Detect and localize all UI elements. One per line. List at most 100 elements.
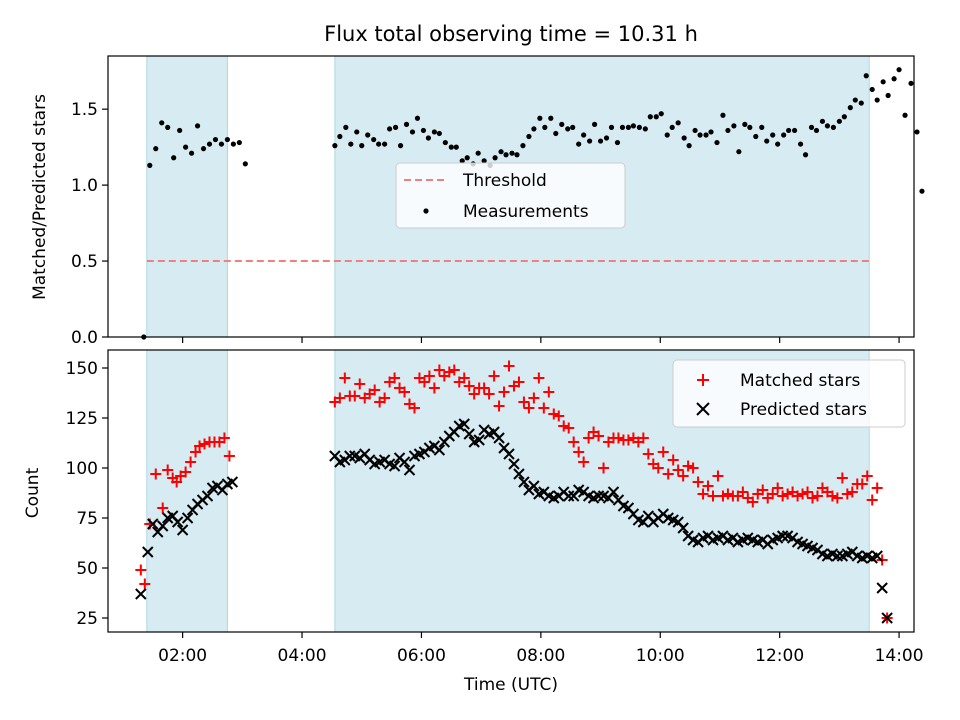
measurement-point [720, 112, 726, 118]
measurement-point [332, 143, 338, 149]
measurement-point [731, 123, 737, 129]
matched-star-point [185, 456, 197, 468]
measurement-point [188, 150, 195, 156]
predicted-star-point [176, 524, 189, 536]
measurement-point [224, 136, 231, 143]
measurement-point [230, 141, 236, 147]
measurement-point [382, 141, 388, 147]
measurement-point [908, 80, 914, 86]
matched-star-point [523, 402, 535, 414]
measurement-point [542, 124, 548, 130]
x-tick-label: 08:00 [516, 646, 565, 666]
matched-star-point [349, 390, 361, 402]
measurement-point [587, 138, 593, 144]
measurement-point [914, 129, 920, 135]
matched-star-point [802, 486, 814, 498]
matched-star-point [518, 396, 530, 408]
measurement-point [891, 76, 897, 82]
legend-matched-swatch [697, 374, 709, 386]
measurement-point [448, 144, 454, 150]
matched-star-point [583, 432, 595, 444]
measurement-point [714, 139, 720, 146]
measurement-point [658, 111, 664, 117]
predicted-star-point [607, 486, 620, 498]
legend-predicted-label: Predicted stars [740, 400, 867, 420]
predicted-star-point [403, 464, 416, 476]
matched-star-point [423, 370, 435, 382]
measurement-point [619, 124, 626, 130]
bottom-y-axis-label: Count [23, 467, 43, 518]
predicted-star-point [592, 490, 605, 502]
legend-measurements-swatch [423, 208, 429, 214]
measurement-point [397, 143, 404, 149]
matched-star-point [458, 372, 470, 384]
measurement-point [830, 124, 837, 130]
predicted-star-point [677, 522, 689, 534]
measurement-point [171, 155, 177, 161]
matched-star-point [478, 382, 490, 394]
measurement-point [459, 158, 465, 164]
matched-star-point [543, 386, 555, 398]
matched-star-point [637, 432, 649, 444]
matched-star-point [866, 494, 878, 506]
matched-star-point [712, 470, 724, 482]
predicted-star-point [881, 612, 893, 624]
y-tick-label: 0.0 [71, 328, 98, 348]
matched-star-point [861, 470, 873, 482]
measurement-point [354, 129, 360, 135]
measurement-point [509, 150, 515, 156]
matched-star-point [772, 482, 784, 494]
matched-star-point [538, 402, 550, 414]
legend-measurements-label: Measurements [463, 202, 589, 222]
matched-star-point [498, 386, 510, 398]
measurement-point [630, 123, 636, 129]
matched-star-point [334, 392, 346, 404]
measurement-point [847, 105, 853, 111]
bottom-plot-frame [107, 349, 915, 633]
matched-star-point [369, 384, 381, 396]
measurement-point [591, 121, 598, 127]
measurement-point [880, 79, 886, 85]
top-y-axis: 0.0 0.5 1.0 1.5 [71, 100, 108, 348]
matched-stars-series [135, 360, 893, 624]
measurement-point [453, 144, 459, 150]
predicted-star-point [398, 456, 411, 468]
matched-star-point [757, 484, 769, 496]
measurement-point [376, 141, 382, 147]
matched-star-point [199, 438, 211, 450]
measurement-point [786, 127, 792, 134]
measurement-point [813, 127, 820, 134]
x-tick-label: 12:00 [755, 646, 804, 666]
legend-predicted-swatch [696, 402, 710, 416]
measurement-point [403, 121, 410, 127]
x-tick-label: 10:00 [636, 646, 685, 666]
matched-star-point [162, 464, 174, 476]
measurement-point [348, 141, 354, 147]
matched-star-point [418, 376, 430, 388]
x-tick-label: 04:00 [278, 646, 327, 666]
measurement-point [548, 115, 554, 121]
top-x-axis [182, 337, 900, 343]
matched-star-point [548, 408, 560, 420]
measurement-point [686, 143, 692, 149]
matched-star-point [488, 370, 500, 382]
matched-star-point [782, 488, 794, 500]
matched-star-point [379, 392, 391, 404]
matched-star-point [871, 482, 883, 494]
measurement-point [808, 124, 815, 130]
matched-star-point [593, 430, 605, 442]
matched-star-point [677, 470, 689, 482]
y-tick-label: 150 [66, 359, 98, 379]
measurement-point [614, 139, 621, 146]
matched-star-point [399, 386, 411, 398]
measurement-point [764, 138, 770, 144]
measurement-point [781, 132, 787, 138]
x-tick-label: 14:00 [875, 646, 924, 666]
matched-star-point [218, 432, 230, 444]
measurement-point [343, 124, 349, 130]
matched-star-point [573, 446, 585, 458]
measurement-point [392, 124, 399, 130]
measurement-point [625, 124, 632, 130]
predicted-star-point [528, 480, 540, 492]
